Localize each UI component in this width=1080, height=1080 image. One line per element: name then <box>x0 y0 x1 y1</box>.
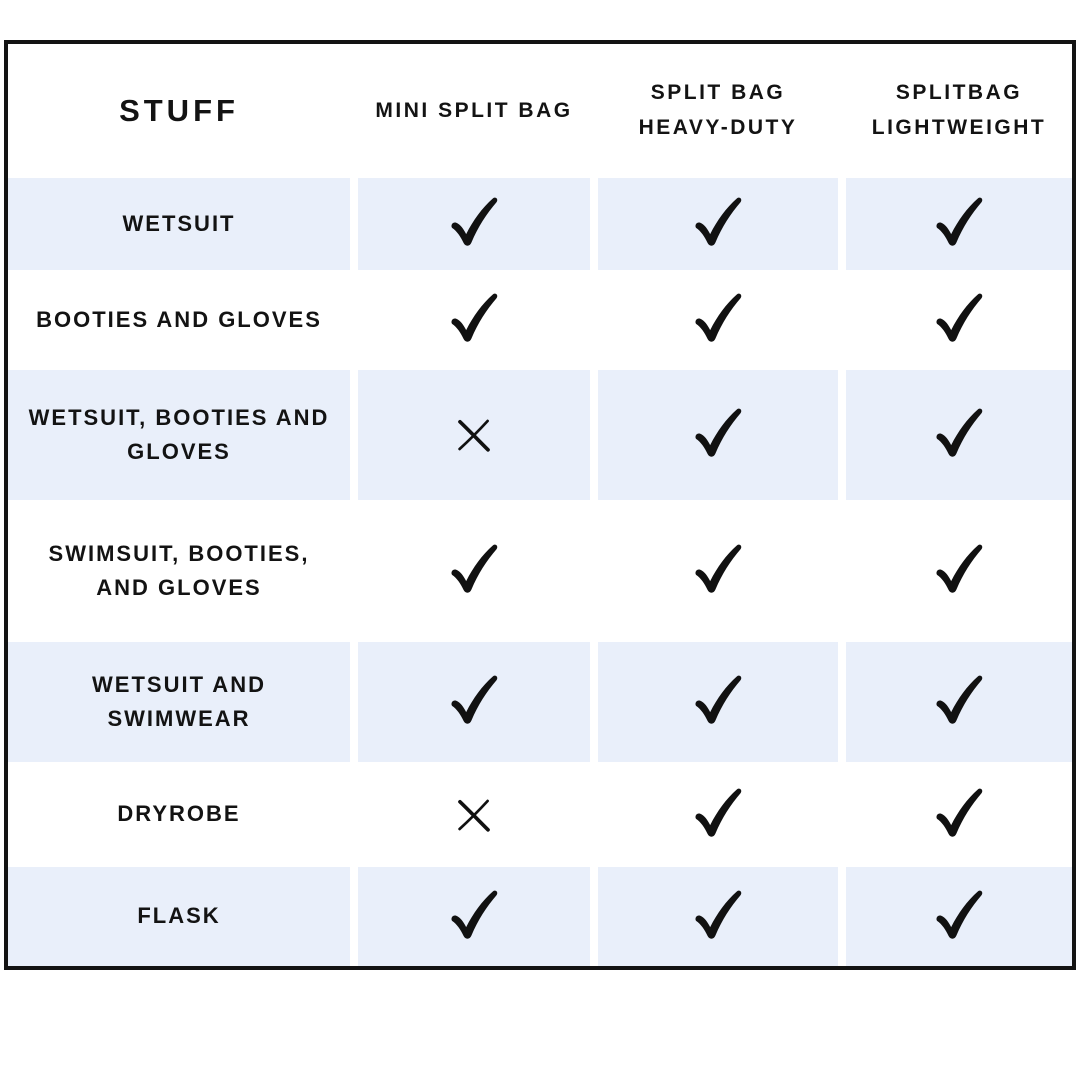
column-gutter <box>350 270 358 370</box>
table-header: STUFF MINI SPLIT BAG SPLIT BAG HEAVY-DUT… <box>8 44 1072 178</box>
column-gutter <box>838 500 846 642</box>
column-gutter <box>590 867 598 966</box>
check-icon <box>936 544 983 593</box>
column-gutter <box>590 500 598 642</box>
table-row: BOOTIES AND GLOVES <box>8 270 1072 370</box>
check-icon <box>451 544 498 593</box>
table-body: WETSUIT BOOTIES AND GLOVES WETSUIT, BOOTIE… <box>8 178 1072 966</box>
table-cell-check <box>358 500 590 642</box>
table-cell-check <box>598 178 838 270</box>
column-header-split-bag-heavy-duty: SPLIT BAG HEAVY-DUTY <box>638 81 798 139</box>
check-icon <box>936 788 983 837</box>
column-gutter <box>350 762 358 867</box>
comparison-table: STUFF MINI SPLIT BAG SPLIT BAG HEAVY-DUT… <box>4 40 1076 970</box>
column-gutter <box>590 370 598 500</box>
column-gutter <box>590 178 598 270</box>
table-row: DRYROBE <box>8 762 1072 867</box>
row-label: FLASK <box>8 867 350 966</box>
check-icon <box>451 890 498 939</box>
check-icon <box>695 408 742 457</box>
table-cell-check <box>358 867 590 966</box>
check-icon <box>936 408 983 457</box>
column-gutter <box>838 178 846 270</box>
table-cell-check <box>358 270 590 370</box>
check-icon <box>451 197 498 246</box>
check-icon <box>936 197 983 246</box>
column-gutter <box>350 178 358 270</box>
check-icon <box>695 890 742 939</box>
table-cell-check <box>846 642 1072 762</box>
table-cell-check <box>846 270 1072 370</box>
check-icon <box>936 675 983 724</box>
table-cell-check <box>598 370 838 500</box>
column-gutter <box>350 867 358 966</box>
table-cell-check <box>598 762 838 867</box>
column-gutter <box>838 642 846 762</box>
table-row: WETSUIT <box>8 178 1072 270</box>
table-cell-check <box>598 500 838 642</box>
table-cell-check <box>846 370 1072 500</box>
column-gutter <box>350 500 358 642</box>
row-label: BOOTIES AND GLOVES <box>36 306 322 332</box>
column-gutter <box>590 642 598 762</box>
column-gutter <box>350 370 358 500</box>
column-gutter <box>838 867 846 966</box>
table-cell-cross <box>358 370 590 500</box>
table-cell-check <box>846 762 1072 867</box>
table-cell-check <box>358 642 590 762</box>
table-cell-check <box>846 178 1072 270</box>
column-gutter <box>838 270 846 370</box>
table-row: WETSUIT, BOOTIES AND GLOVES <box>8 370 1072 500</box>
table-row: FLASK <box>8 867 1072 966</box>
row-label: SWIMSUIT, BOOTIES, AND GLOVES <box>48 540 310 600</box>
check-icon <box>451 675 498 724</box>
row-label: DRYROBE <box>117 801 241 827</box>
row-label: WETSUIT <box>8 178 350 270</box>
column-gutter <box>350 642 358 762</box>
table-cell-check <box>598 867 838 966</box>
column-gutter <box>838 370 846 500</box>
table-cell-check <box>846 500 1072 642</box>
cross-icon <box>458 799 490 832</box>
table-cell-check <box>846 867 1072 966</box>
table-cell-check <box>598 270 838 370</box>
table-cell-check <box>358 178 590 270</box>
column-gutter <box>590 44 598 178</box>
check-icon <box>695 788 742 837</box>
column-header-splitbag-lightweight: SPLITBAG LIGHTWEIGHT <box>871 81 1047 139</box>
check-icon <box>936 293 983 342</box>
column-gutter <box>590 270 598 370</box>
table-row: SWIMSUIT, BOOTIES, AND GLOVES <box>8 500 1072 642</box>
column-header-mini-split-bag: MINI SPLIT BAG <box>375 98 573 122</box>
column-gutter <box>590 762 598 867</box>
check-icon <box>695 197 742 246</box>
table-cell-cross <box>358 762 590 867</box>
table-row: WETSUIT AND SWIMWEAR <box>8 642 1072 762</box>
cross-icon <box>458 419 490 452</box>
check-icon <box>695 544 742 593</box>
column-gutter <box>350 44 358 178</box>
check-icon <box>695 675 742 724</box>
check-icon <box>936 890 983 939</box>
check-icon <box>451 293 498 342</box>
column-gutter <box>838 762 846 867</box>
row-label: WETSUIT, BOOTIES AND GLOVES <box>8 370 350 500</box>
column-gutter <box>838 44 846 178</box>
check-icon <box>695 293 742 342</box>
table-cell-check <box>598 642 838 762</box>
row-label: WETSUIT AND SWIMWEAR <box>8 642 350 762</box>
column-header-stuff: STUFF <box>119 93 239 129</box>
